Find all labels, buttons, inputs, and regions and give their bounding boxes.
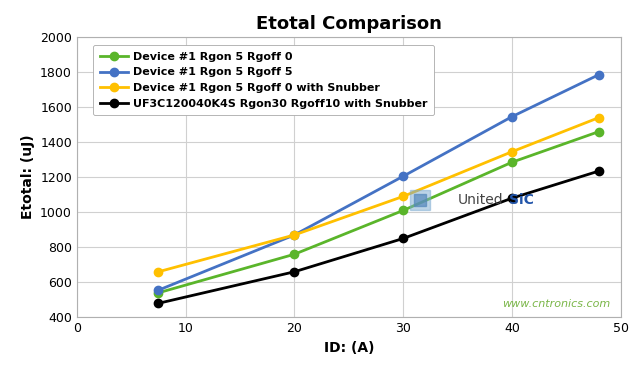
Line: UF3C120040K4S Rgon30 Rgoff10 with Snubber: UF3C120040K4S Rgon30 Rgoff10 with Snubbe… bbox=[154, 167, 604, 307]
Device #1 Rgon 5 Rgoff 5 bbox=[508, 114, 516, 119]
Device #1 Rgon 5 Rgoff 5 bbox=[595, 72, 603, 77]
Line: Device #1 Rgon 5 Rgoff 5: Device #1 Rgon 5 Rgoff 5 bbox=[154, 70, 604, 294]
Device #1 Rgon 5 Rgoff 0 with Snubber bbox=[508, 149, 516, 154]
Device #1 Rgon 5 Rgoff 0 with Snubber bbox=[155, 269, 163, 274]
Device #1 Rgon 5 Rgoff 5 bbox=[399, 174, 407, 179]
Text: United: United bbox=[458, 193, 503, 207]
Y-axis label: Etotal: (uJ): Etotal: (uJ) bbox=[20, 135, 35, 220]
Legend: Device #1 Rgon 5 Rgoff 0, Device #1 Rgon 5 Rgoff 5, Device #1 Rgon 5 Rgoff 0 wit: Device #1 Rgon 5 Rgoff 0, Device #1 Rgon… bbox=[93, 45, 435, 115]
Device #1 Rgon 5 Rgoff 0 bbox=[399, 208, 407, 213]
Title: Etotal Comparison: Etotal Comparison bbox=[256, 14, 442, 32]
UF3C120040K4S Rgon30 Rgoff10 with Snubber bbox=[508, 196, 516, 200]
Text: SiC: SiC bbox=[509, 193, 534, 207]
Device #1 Rgon 5 Rgoff 0 with Snubber bbox=[291, 233, 298, 237]
X-axis label: ID: (A): ID: (A) bbox=[324, 341, 374, 355]
Text: www.cntronics.com: www.cntronics.com bbox=[502, 299, 610, 309]
Device #1 Rgon 5 Rgoff 5 bbox=[155, 288, 163, 292]
Line: Device #1 Rgon 5 Rgoff 0: Device #1 Rgon 5 Rgoff 0 bbox=[154, 127, 604, 297]
Device #1 Rgon 5 Rgoff 0 with Snubber bbox=[399, 194, 407, 199]
Device #1 Rgon 5 Rgoff 0 with Snubber bbox=[595, 115, 603, 120]
Device #1 Rgon 5 Rgoff 0 bbox=[291, 252, 298, 256]
UF3C120040K4S Rgon30 Rgoff10 with Snubber bbox=[155, 301, 163, 306]
Device #1 Rgon 5 Rgoff 0 bbox=[595, 129, 603, 134]
UF3C120040K4S Rgon30 Rgoff10 with Snubber bbox=[399, 236, 407, 241]
Line: Device #1 Rgon 5 Rgoff 0 with Snubber: Device #1 Rgon 5 Rgoff 0 with Snubber bbox=[154, 113, 604, 276]
Device #1 Rgon 5 Rgoff 5 bbox=[291, 233, 298, 237]
UF3C120040K4S Rgon30 Rgoff10 with Snubber bbox=[595, 169, 603, 173]
Device #1 Rgon 5 Rgoff 0 bbox=[508, 160, 516, 165]
UF3C120040K4S Rgon30 Rgoff10 with Snubber bbox=[291, 269, 298, 274]
Device #1 Rgon 5 Rgoff 0 bbox=[155, 290, 163, 295]
